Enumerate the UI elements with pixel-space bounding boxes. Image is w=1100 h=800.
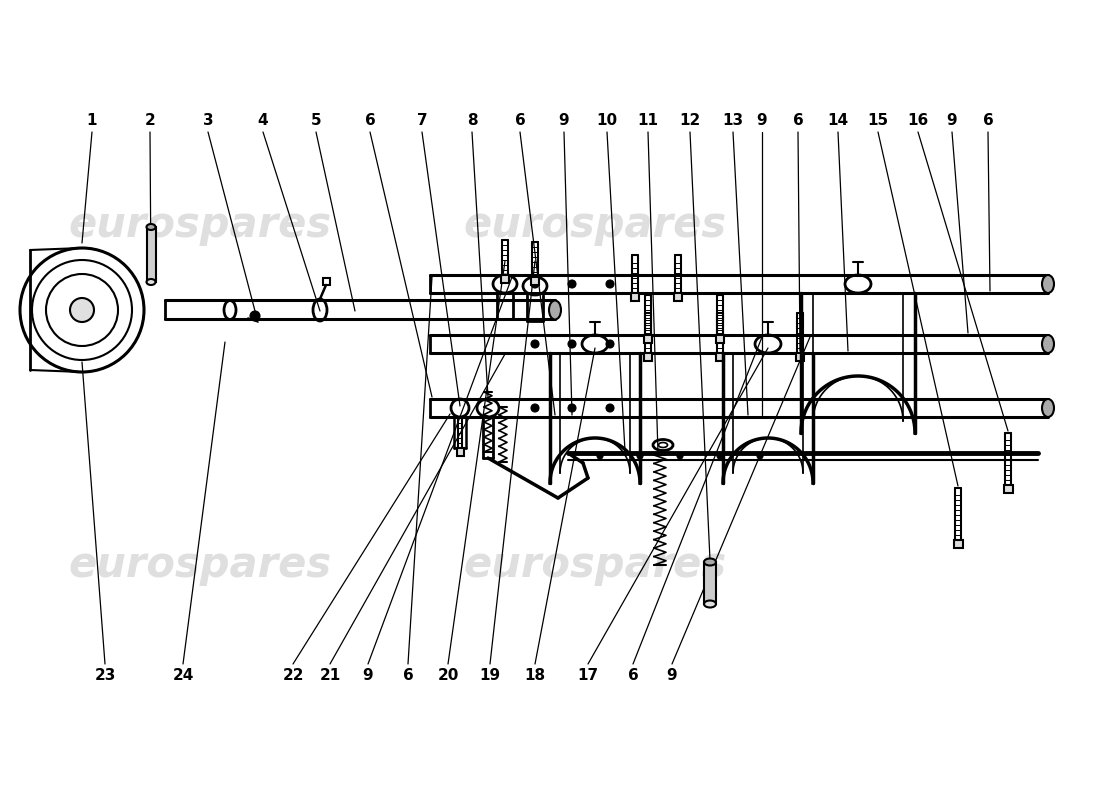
Text: 6: 6 <box>364 113 375 128</box>
Circle shape <box>637 453 644 459</box>
Bar <box>674 293 682 301</box>
Bar <box>531 277 539 285</box>
Text: 22: 22 <box>283 668 304 683</box>
Bar <box>796 353 804 361</box>
Text: 8: 8 <box>466 113 477 128</box>
Text: 6: 6 <box>982 113 993 128</box>
Text: 23: 23 <box>95 668 116 683</box>
Text: 9: 9 <box>559 113 570 128</box>
Text: 21: 21 <box>319 668 341 683</box>
Text: 20: 20 <box>438 668 459 683</box>
Text: 6: 6 <box>793 113 803 128</box>
Text: 6: 6 <box>403 668 414 683</box>
Circle shape <box>568 280 576 288</box>
Bar <box>1004 485 1013 493</box>
Text: 24: 24 <box>173 668 194 683</box>
Circle shape <box>676 453 683 459</box>
Ellipse shape <box>1042 275 1054 293</box>
Bar <box>631 293 639 301</box>
Circle shape <box>717 453 723 459</box>
Circle shape <box>568 340 576 348</box>
Bar <box>704 562 716 604</box>
Circle shape <box>606 340 614 348</box>
Circle shape <box>606 280 614 288</box>
Text: 6: 6 <box>515 113 526 128</box>
Circle shape <box>70 298 94 322</box>
Bar <box>954 540 962 548</box>
Ellipse shape <box>1042 335 1054 353</box>
Text: 2: 2 <box>144 113 155 128</box>
Text: 18: 18 <box>525 668 546 683</box>
Circle shape <box>531 340 539 348</box>
Bar <box>323 278 330 285</box>
Text: 9: 9 <box>363 668 373 683</box>
Text: 15: 15 <box>868 113 889 128</box>
Circle shape <box>606 404 614 412</box>
Bar <box>644 335 652 343</box>
Text: 9: 9 <box>757 113 768 128</box>
Text: 13: 13 <box>723 113 744 128</box>
Text: eurospares: eurospares <box>463 204 727 246</box>
Text: eurospares: eurospares <box>68 544 331 586</box>
Bar <box>456 448 464 456</box>
Text: 12: 12 <box>680 113 701 128</box>
Text: 9: 9 <box>667 668 678 683</box>
Circle shape <box>757 453 763 459</box>
Text: 3: 3 <box>202 113 213 128</box>
Text: 1: 1 <box>87 113 97 128</box>
Circle shape <box>250 311 260 321</box>
Circle shape <box>531 280 539 288</box>
Text: 9: 9 <box>947 113 957 128</box>
Text: 5: 5 <box>310 113 321 128</box>
Text: 17: 17 <box>578 668 598 683</box>
Ellipse shape <box>704 558 716 566</box>
Circle shape <box>568 404 576 412</box>
Text: 4: 4 <box>257 113 268 128</box>
Text: 14: 14 <box>827 113 848 128</box>
Text: 6: 6 <box>628 668 638 683</box>
Bar <box>716 353 724 361</box>
Ellipse shape <box>146 279 155 285</box>
Circle shape <box>531 404 539 412</box>
Bar <box>644 353 652 361</box>
Text: 16: 16 <box>908 113 928 128</box>
Text: 11: 11 <box>638 113 659 128</box>
Text: eurospares: eurospares <box>463 544 727 586</box>
Ellipse shape <box>549 301 561 319</box>
Ellipse shape <box>146 224 155 230</box>
Ellipse shape <box>704 601 716 607</box>
Bar <box>716 335 724 343</box>
Text: 10: 10 <box>596 113 617 128</box>
Circle shape <box>597 453 603 459</box>
Ellipse shape <box>1042 399 1054 417</box>
Bar <box>500 275 509 283</box>
Text: eurospares: eurospares <box>68 204 331 246</box>
Text: 19: 19 <box>480 668 501 683</box>
Text: 7: 7 <box>417 113 427 128</box>
Bar <box>147 227 156 282</box>
